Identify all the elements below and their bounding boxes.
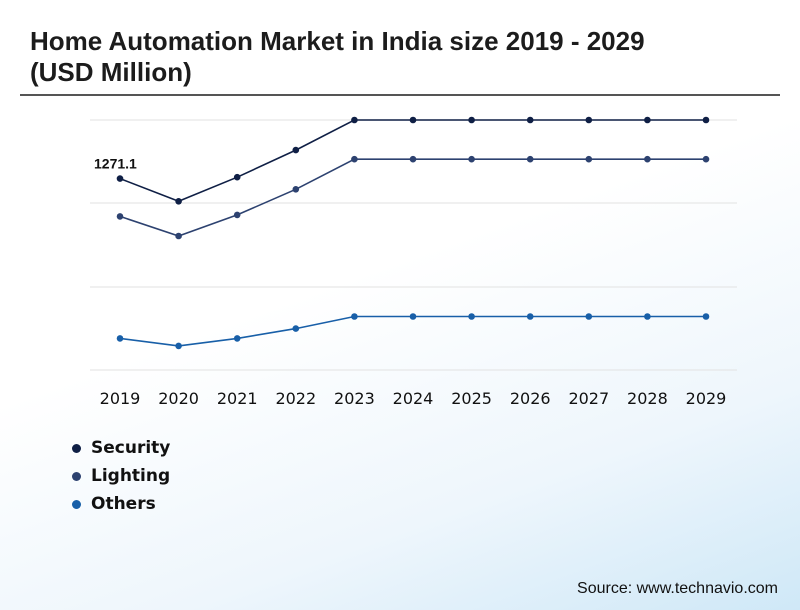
x-tick-label-2027: 2027 xyxy=(568,389,609,408)
chart-title: Home Automation Market in India size 201… xyxy=(30,26,645,87)
series-line-lighting xyxy=(119,158,706,237)
x-tick-label-2021: 2021 xyxy=(217,389,258,408)
x-tick-label-2024: 2024 xyxy=(393,389,434,408)
data-point-lighting-2020 xyxy=(175,232,182,240)
legend-label-lighting: Lighting xyxy=(91,466,171,486)
data-point-lighting-2024 xyxy=(409,155,417,163)
data-point-security-2023 xyxy=(351,116,358,124)
title-divider xyxy=(20,94,780,96)
x-tick-label-2028: 2028 xyxy=(627,389,668,408)
x-tick-label-2026: 2026 xyxy=(510,389,551,408)
source-credit: Source: www.technavio.com xyxy=(577,580,778,597)
data-point-lighting-2026 xyxy=(526,155,534,163)
data-point-others-2025 xyxy=(468,313,475,320)
data-point-security-2021 xyxy=(233,173,241,181)
x-tick-label-2023: 2023 xyxy=(334,389,375,408)
data-point-lighting-2028 xyxy=(644,155,651,163)
data-point-security-2026 xyxy=(526,116,534,124)
data-point-others-2021 xyxy=(233,335,241,342)
data-point-security-2019 xyxy=(116,175,124,182)
data-point-lighting-2021 xyxy=(233,211,241,219)
x-tick-label-2019: 2019 xyxy=(100,389,141,408)
legend-item-others: Others xyxy=(72,490,170,518)
data-point-others-2024 xyxy=(409,313,417,320)
data-point-others-2026 xyxy=(526,313,534,320)
data-point-lighting-2027 xyxy=(585,155,593,163)
legend-marker-security xyxy=(72,443,81,453)
data-point-others-2019 xyxy=(116,335,124,342)
legend-marker-others xyxy=(72,499,81,509)
data-label-0: 1271.1 xyxy=(94,156,137,172)
legend-marker-lighting xyxy=(72,471,81,481)
x-tick-label-2025: 2025 xyxy=(451,389,492,408)
data-point-security-2024 xyxy=(409,116,417,124)
data-point-lighting-2019 xyxy=(116,213,124,220)
data-point-security-2020 xyxy=(175,198,182,205)
data-point-lighting-2029 xyxy=(702,155,710,163)
legend-item-lighting: Lighting xyxy=(72,462,170,490)
data-point-security-2029 xyxy=(702,116,710,124)
data-point-security-2022 xyxy=(292,146,300,154)
data-point-security-2027 xyxy=(585,116,593,124)
data-point-lighting-2025 xyxy=(468,155,475,163)
data-point-others-2023 xyxy=(351,313,358,320)
legend-label-others: Others xyxy=(91,494,156,514)
x-tick-label-2022: 2022 xyxy=(275,389,316,408)
data-point-security-2025 xyxy=(468,116,475,124)
data-point-lighting-2022 xyxy=(292,186,300,193)
data-point-others-2020 xyxy=(175,342,182,350)
data-point-others-2028 xyxy=(644,313,651,320)
data-point-others-2027 xyxy=(585,313,593,320)
data-point-others-2022 xyxy=(292,325,300,332)
data-point-lighting-2023 xyxy=(351,155,358,163)
x-tick-label-2029: 2029 xyxy=(686,389,727,408)
legend-label-security: Security xyxy=(91,438,171,458)
x-tick-label-2020: 2020 xyxy=(158,389,199,408)
legend-item-security: Security xyxy=(72,434,170,462)
data-point-others-2029 xyxy=(702,313,710,320)
data-point-security-2028 xyxy=(644,116,651,124)
series-line-others xyxy=(119,315,706,347)
legend: Security Lighting Others xyxy=(72,434,170,518)
